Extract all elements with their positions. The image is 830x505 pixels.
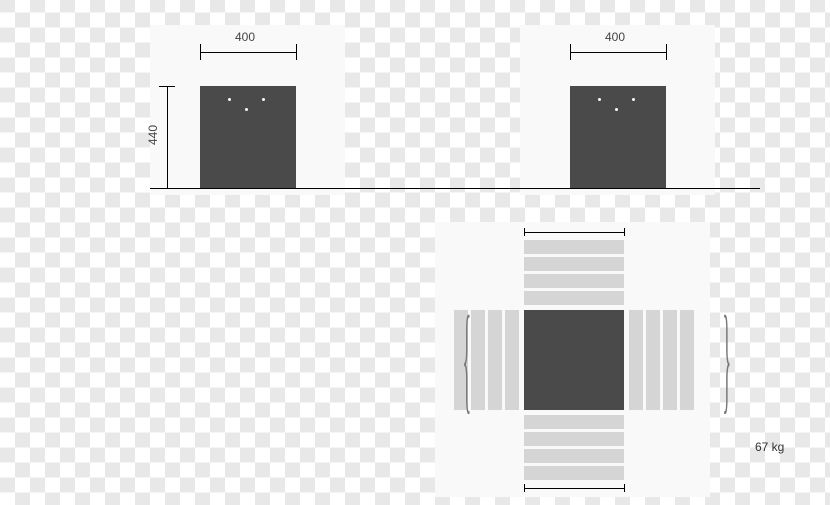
slat xyxy=(629,310,643,410)
brace-right: } xyxy=(722,298,731,418)
slat xyxy=(505,310,519,410)
slat xyxy=(524,274,624,288)
screw-icon xyxy=(262,98,265,101)
screw-icon xyxy=(598,98,601,101)
slat xyxy=(680,310,694,410)
dim-tick xyxy=(624,228,625,236)
slat xyxy=(524,449,624,463)
dim-line xyxy=(524,232,624,233)
slat xyxy=(471,310,485,410)
dim-label-left-width: 400 xyxy=(235,30,255,44)
slat xyxy=(663,310,677,410)
screw-icon xyxy=(245,108,248,111)
screw-icon xyxy=(615,108,618,111)
dim-tick xyxy=(296,44,297,60)
slat xyxy=(524,432,624,446)
slat xyxy=(524,257,624,271)
dim-tick xyxy=(624,484,625,492)
cube-right xyxy=(570,86,666,188)
slat xyxy=(646,310,660,410)
dim-label-right-width: 400 xyxy=(605,30,625,44)
cube-left xyxy=(200,86,296,188)
dim-line xyxy=(200,52,296,53)
brace-left: { xyxy=(462,298,471,418)
screw-icon xyxy=(632,98,635,101)
slat xyxy=(524,466,624,480)
dim-line xyxy=(570,52,666,53)
weight-label: 67 kg xyxy=(755,440,784,454)
drawing-stage: 400 400 440 { } 67 kg xyxy=(0,0,830,505)
slat xyxy=(524,291,624,305)
slat xyxy=(488,310,502,410)
screw-icon xyxy=(228,98,231,101)
slat xyxy=(524,240,624,254)
dim-line xyxy=(524,488,624,489)
plan-center-square xyxy=(524,310,624,410)
dim-label-height: 440 xyxy=(146,125,160,145)
slat xyxy=(524,415,624,429)
dim-tick xyxy=(666,44,667,60)
dim-line xyxy=(167,86,168,188)
baseline xyxy=(150,188,760,189)
